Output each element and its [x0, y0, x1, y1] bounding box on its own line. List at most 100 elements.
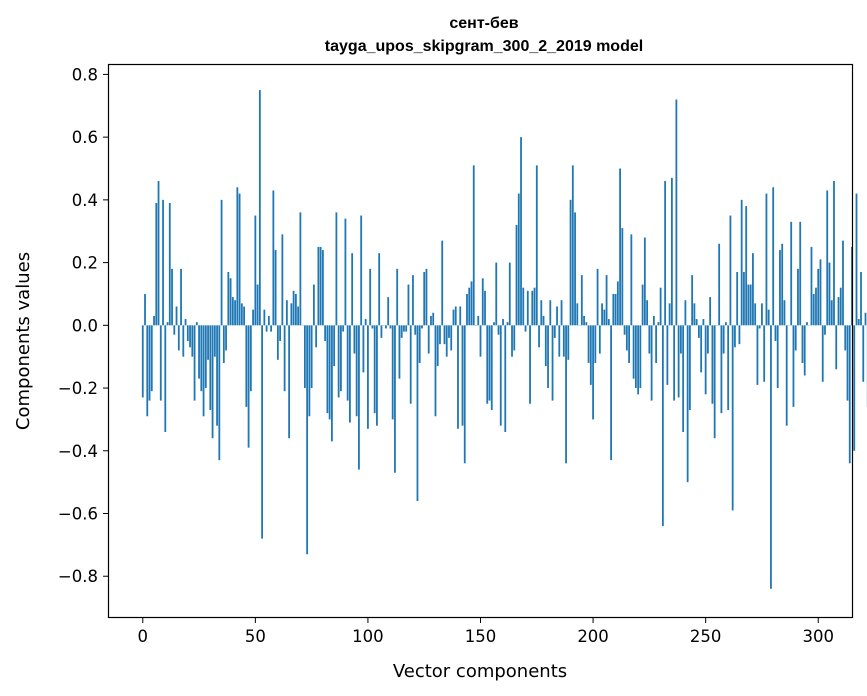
bar-304: [826, 190, 829, 326]
bar-320: [862, 325, 865, 382]
bar-308: [835, 325, 838, 370]
bar-136: [448, 325, 450, 338]
bar-313: [846, 325, 849, 401]
bar-143: [463, 325, 466, 464]
bar-215: [625, 325, 628, 351]
bar-178: [542, 315, 545, 326]
bar-263: [734, 325, 736, 348]
bar-179: [544, 325, 547, 367]
bar-129: [432, 312, 435, 326]
bar-76: [312, 284, 315, 326]
bar-226: [650, 325, 653, 401]
bar-68: [294, 293, 297, 326]
bar-222: [641, 284, 644, 326]
bar-172: [529, 325, 531, 404]
bar-55: [265, 325, 268, 332]
bar-141: [459, 306, 462, 326]
bar-81: [324, 325, 327, 341]
bar-182: [551, 325, 554, 401]
bar-265: [738, 325, 741, 345]
bar-316: [853, 325, 856, 451]
bar-73: [306, 325, 309, 555]
bar-248: [700, 325, 703, 373]
bar-153: [486, 325, 489, 404]
bar-274: [758, 325, 761, 329]
bar-126: [425, 268, 428, 326]
bar-39: [229, 278, 232, 326]
bar-37: [225, 325, 227, 351]
bar-100: [367, 325, 369, 429]
bar-278: [767, 309, 770, 326]
bar-26: [200, 325, 203, 392]
bar-57: [270, 325, 273, 332]
bar-317: [855, 193, 858, 326]
bar-266: [740, 199, 743, 326]
bar-134: [443, 325, 446, 345]
bar-27: [202, 325, 205, 417]
bar-127: [427, 325, 430, 354]
bar-206: [605, 275, 608, 326]
bar-168: [520, 137, 522, 326]
bar-302: [821, 325, 824, 382]
bar-300: [817, 268, 820, 326]
bar-164: [511, 325, 513, 357]
bar-228: [655, 325, 658, 363]
bar-65: [288, 325, 291, 439]
bar-36: [222, 325, 225, 363]
bar-35: [220, 199, 223, 326]
bar-119: [409, 325, 412, 404]
bar-91: [346, 325, 349, 401]
bar-209: [612, 293, 615, 326]
bar-285: [783, 300, 786, 326]
bar-276: [763, 325, 766, 382]
bar-90: [344, 218, 347, 326]
bar-105: [378, 253, 381, 326]
bar-260: [727, 325, 730, 410]
bar-174: [533, 287, 536, 326]
bar-28: [204, 325, 207, 389]
bar-299: [815, 287, 817, 326]
bar-103: [373, 325, 376, 414]
bar-291: [797, 268, 799, 326]
bar-210: [614, 293, 617, 326]
bar-43: [238, 193, 241, 326]
bar-149: [477, 315, 480, 326]
bar-158: [497, 325, 500, 335]
bar-177: [540, 300, 543, 326]
bar-198: [587, 325, 590, 363]
bar-144: [466, 293, 468, 326]
bar-195: [580, 275, 583, 326]
bar-306: [830, 300, 833, 326]
bar-280: [772, 187, 775, 326]
bar-295: [806, 322, 808, 326]
bar-307: [833, 181, 835, 326]
bar-171: [526, 290, 529, 326]
bar-225: [648, 325, 651, 354]
bar-202: [596, 268, 599, 326]
x-tick-label: 300: [802, 627, 834, 646]
bar-283: [779, 250, 781, 326]
bar-212: [619, 168, 621, 326]
bar-293: [801, 325, 804, 363]
bar-67: [292, 290, 295, 326]
bar-221: [639, 325, 642, 389]
bar-211: [616, 281, 619, 326]
bar-309: [837, 297, 840, 326]
bar-253: [711, 325, 714, 404]
bar-16: [177, 325, 180, 351]
bar-83: [328, 325, 331, 420]
bar-270: [749, 284, 752, 326]
bar-115: [400, 325, 403, 338]
bar-88: [340, 325, 342, 392]
bar-25: [198, 325, 200, 379]
bar-301: [819, 259, 822, 326]
bar-30: [209, 325, 212, 410]
bar-5: [153, 315, 155, 326]
bar-22: [191, 325, 194, 357]
bar-3: [148, 325, 151, 401]
bar-112: [394, 325, 396, 473]
bar-312: [844, 325, 847, 351]
bar-93: [351, 253, 354, 326]
bar-297: [810, 246, 813, 326]
